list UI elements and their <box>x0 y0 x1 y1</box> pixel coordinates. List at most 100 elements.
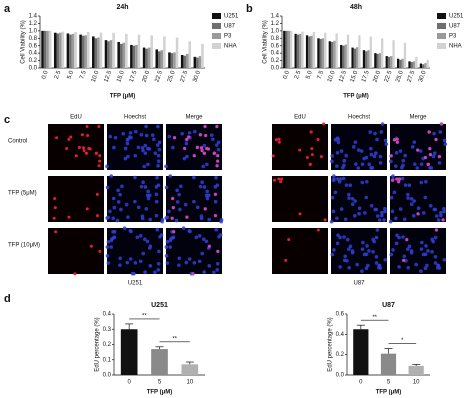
nucleus <box>136 205 141 210</box>
nucleus <box>435 214 439 218</box>
chart-title: U251 <box>151 302 168 309</box>
y-tick-label: 0.0 <box>336 373 345 379</box>
nucleus <box>359 149 364 153</box>
nucleus <box>364 195 369 200</box>
nucleus <box>105 245 110 249</box>
edu-nucleus <box>310 147 314 151</box>
nucleus <box>368 130 372 134</box>
bar <box>387 56 391 68</box>
error-bar <box>155 346 164 350</box>
bar <box>99 32 103 68</box>
edu-nucleus <box>402 258 406 262</box>
edu-nucleus <box>395 177 399 181</box>
nucleus <box>338 265 342 269</box>
edu-nucleus <box>73 272 77 276</box>
bar <box>160 50 164 68</box>
edu-nucleus <box>298 212 302 216</box>
edu-nucleus <box>215 125 219 129</box>
nucleus <box>383 209 387 214</box>
nucleus <box>424 179 428 184</box>
micrograph <box>105 124 163 170</box>
bar <box>59 32 62 68</box>
edu-nucleus <box>397 180 401 184</box>
nucleus <box>421 211 426 215</box>
bar <box>330 42 334 68</box>
nucleus <box>165 239 170 244</box>
nucleus <box>204 239 209 244</box>
nucleus <box>147 147 152 151</box>
nucleus <box>133 199 137 204</box>
nucleus <box>124 202 129 207</box>
nucleus <box>357 212 361 216</box>
nucleus <box>118 192 122 197</box>
nucleus <box>336 137 340 142</box>
nucleus <box>154 199 159 204</box>
error-bar <box>185 361 194 365</box>
edu-nucleus <box>405 238 409 242</box>
nucleus <box>412 140 417 144</box>
nucleus <box>335 241 340 246</box>
bar <box>415 56 418 68</box>
nucleus <box>335 164 339 168</box>
edu-nucleus <box>428 147 432 151</box>
micrograph <box>164 174 224 224</box>
nucleus <box>136 145 141 150</box>
x-tick-label: 5 <box>158 380 162 386</box>
bar <box>378 53 382 68</box>
nucleus <box>367 162 372 167</box>
legend-swatch <box>212 33 221 39</box>
bar <box>79 34 82 68</box>
nucleus <box>155 227 160 232</box>
y-tick-label: 1.0 <box>29 28 38 34</box>
nucleus <box>184 260 189 265</box>
y-tick-label: 0.3 <box>103 327 112 333</box>
nucleus <box>439 213 443 218</box>
bar <box>53 32 57 68</box>
edu-nucleus <box>428 153 432 157</box>
bar <box>147 47 151 68</box>
nucleus <box>412 199 416 203</box>
nucleus <box>433 207 438 212</box>
edu-nucleus <box>416 148 420 152</box>
nucleus <box>202 143 207 148</box>
bar <box>396 58 400 68</box>
bar <box>335 33 338 68</box>
nucleus <box>198 184 203 189</box>
edu-nucleus <box>440 122 444 126</box>
edu-nucleus <box>319 155 323 159</box>
nucleus <box>432 131 436 136</box>
nucleus <box>433 235 438 240</box>
nucleus <box>351 145 356 149</box>
x-tick-label: 27.5 <box>180 70 190 84</box>
bar <box>285 30 288 68</box>
edu-nucleus <box>200 149 204 153</box>
bar <box>86 31 90 68</box>
edu-nucleus <box>82 149 86 153</box>
nucleus <box>165 261 170 265</box>
nucleus <box>347 265 351 270</box>
nucleus <box>127 135 132 139</box>
nucleus <box>138 234 143 238</box>
nucleus <box>354 162 358 166</box>
row-label: TFP (5μM) <box>8 191 37 197</box>
x-tick-label: 10.0 <box>327 70 337 84</box>
edu-nucleus <box>54 230 58 234</box>
edu-nucleus <box>52 216 56 220</box>
column-header: EdU <box>294 115 306 121</box>
nucleus <box>348 183 353 188</box>
nucleus <box>215 261 220 266</box>
bar <box>41 30 44 68</box>
nucleus <box>194 235 199 240</box>
nucleus <box>330 159 334 164</box>
nucleus <box>202 185 207 189</box>
edu-nucleus <box>173 136 177 140</box>
nucleus <box>406 247 410 251</box>
nucleus <box>353 199 357 203</box>
nucleus <box>342 258 347 263</box>
nucleus <box>339 207 344 211</box>
nucleus <box>426 249 430 253</box>
nucleus <box>332 174 336 178</box>
group-label: U251 <box>128 281 143 287</box>
nucleus <box>139 184 144 189</box>
x-tick-label: 30.0 <box>418 70 428 84</box>
